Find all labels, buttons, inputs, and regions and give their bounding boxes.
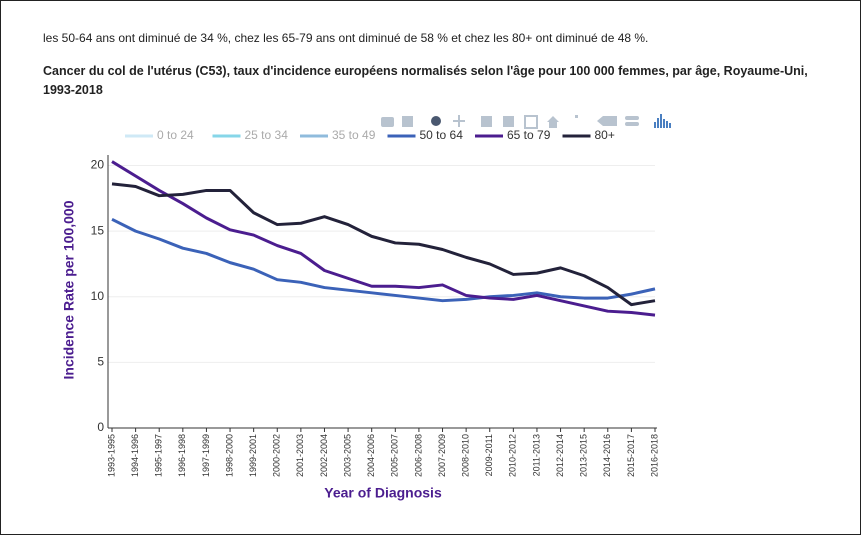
x-tick-label: 2005-2007	[390, 434, 400, 477]
x-tick-label: 2004-2006	[366, 434, 376, 477]
y-tick-label: 0	[97, 420, 104, 434]
x-tick-label: 2000-2002	[272, 434, 282, 477]
legend-label[interactable]: 0 to 24	[157, 128, 194, 142]
y-tick-label: 10	[91, 289, 105, 303]
series-line	[111, 160, 656, 317]
intro-text: les 50-64 ans ont diminué de 34 %, chez …	[43, 31, 649, 45]
legend-label[interactable]: 65 to 79	[507, 128, 551, 142]
x-tick-label: 2012-2014	[555, 434, 565, 477]
x-tick-label: 2008-2010	[461, 434, 471, 477]
series-line	[111, 217, 656, 303]
legend-label[interactable]: 80+	[595, 128, 615, 142]
x-tick-label: 1999-2001	[248, 434, 258, 477]
x-tick-label: 2006-2008	[413, 434, 423, 477]
x-tick-label: 2014-2016	[602, 434, 612, 477]
x-tick-label: 2002-2004	[319, 434, 329, 477]
y-axis-title: Incidence Rate per 100,000	[61, 200, 77, 379]
y-tick-label: 15	[91, 223, 105, 237]
x-tick-label: 1997-1999	[201, 434, 211, 477]
x-tick-label: 1995-1997	[154, 434, 164, 477]
x-axis-title: Year of Diagnosis	[324, 485, 442, 501]
x-tick-label: 2007-2009	[437, 434, 447, 477]
x-tick-label: 2013-2015	[579, 434, 589, 477]
legend-label[interactable]: 50 to 64	[420, 128, 464, 142]
y-tick-label: 20	[91, 158, 105, 172]
x-tick-label: 1994-1996	[130, 434, 140, 477]
x-tick-label: 1996-1998	[177, 434, 187, 477]
toolbar[interactable]	[381, 114, 671, 129]
x-tick-label: 2001-2003	[295, 434, 305, 477]
legend-label[interactable]: 25 to 34	[245, 128, 289, 142]
x-tick-label: 2015-2017	[626, 434, 636, 477]
x-tick-label: 2003-2005	[342, 434, 352, 477]
chart-title: Cancer du col de l'utérus (C53), taux d'…	[43, 64, 808, 97]
x-tick-label: 1993-1995	[106, 434, 116, 477]
x-tick-label: 2016-2018	[649, 434, 659, 477]
x-tick-label: 2009-2011	[484, 434, 494, 476]
series-line	[111, 182, 656, 307]
legend-label[interactable]: 35 to 49	[332, 128, 376, 142]
x-tick-label: 2010-2012	[508, 434, 518, 477]
y-tick-label: 5	[97, 355, 104, 369]
x-tick-label: 2011-2013	[531, 434, 541, 476]
x-tick-label: 1998-2000	[224, 434, 234, 477]
